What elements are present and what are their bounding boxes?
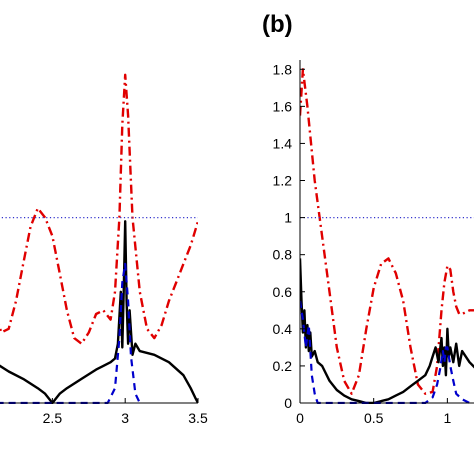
y-tick-label: 0.8 xyxy=(273,247,293,263)
x-tick-label: 3.5 xyxy=(188,410,208,426)
x-tick-label: 1 xyxy=(443,410,451,426)
series-line-solid xyxy=(0,220,198,404)
y-tick-label: 1.8 xyxy=(273,61,293,77)
series-line-dashed xyxy=(0,262,141,404)
y-tick-label: 0.4 xyxy=(273,321,293,337)
y-tick-label: 0 xyxy=(284,395,292,411)
y-tick-label: 1.6 xyxy=(273,98,293,114)
y-tick-label: 1.2 xyxy=(273,173,293,189)
panel-a: 22.533.5 xyxy=(0,73,208,426)
series-line-dash-dot xyxy=(0,73,198,345)
series-line-solid xyxy=(300,258,474,404)
y-tick-label: 1 xyxy=(284,210,292,226)
panel-label: (b) xyxy=(262,11,293,38)
x-tick-label: 3 xyxy=(121,410,129,426)
y-tick-label: 0.2 xyxy=(273,358,293,374)
series-line-dashed xyxy=(300,300,470,404)
y-tick-label: 0.6 xyxy=(273,284,293,300)
x-tick-label: 2.5 xyxy=(43,410,63,426)
x-tick-label: 0 xyxy=(296,410,304,426)
panel-b: 0 0.5 1 0 0.2 0.4 0.6 0.8 1 1.2 1.4 1.6 1.8 (b) xyxy=(262,11,474,426)
x-tick-label: 0.5 xyxy=(364,410,384,426)
y-tick-label: 1.4 xyxy=(273,135,293,151)
